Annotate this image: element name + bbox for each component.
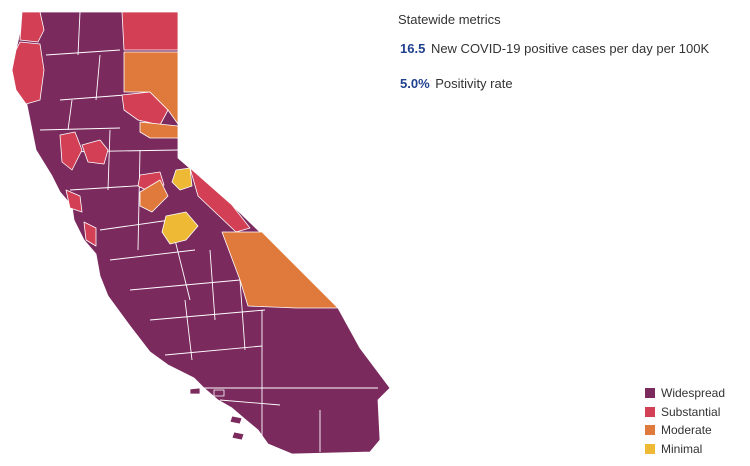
metrics-title: Statewide metrics	[398, 12, 501, 27]
island-1	[189, 387, 201, 395]
county-sierra	[139, 121, 179, 139]
legend-item-minimal: Minimal	[645, 440, 725, 459]
legend-swatch-moderate	[645, 425, 655, 436]
county-lake	[59, 131, 83, 171]
legend-label: Widespread	[661, 386, 726, 401]
county-amador-calaveras	[139, 179, 169, 213]
channel-islands	[189, 387, 245, 441]
county-inyo	[221, 231, 339, 309]
county-alpine	[171, 167, 193, 191]
tier-legend: Widespread Substantial Moderate Minimal	[645, 384, 725, 458]
county-lassen	[123, 51, 179, 125]
legend-label: Substantial	[661, 404, 721, 419]
moderate-counties	[123, 51, 339, 309]
legend-item-widespread: Widespread	[645, 384, 725, 403]
county-colusa	[81, 139, 109, 165]
county-mono-north	[189, 167, 251, 233]
substantial-counties	[11, 11, 251, 247]
legend-swatch-minimal	[645, 443, 655, 454]
legend-swatch-widespread	[645, 388, 655, 399]
county-modoc	[121, 11, 179, 51]
statewide-metrics-panel: Statewide metrics 16.5 New COVID-19 posi…	[398, 12, 709, 111]
county-tuolumne-mariposa	[161, 211, 199, 245]
minimal-counties	[161, 167, 199, 245]
positivity-value: 5.0%	[400, 76, 430, 91]
cases-value: 16.5	[400, 41, 426, 56]
california-state-shape	[11, 11, 391, 455]
legend-label: Minimal	[661, 441, 703, 456]
legend-item-substantial: Substantial	[645, 403, 725, 422]
cases-metric: 16.5 New COVID-19 positive cases per day…	[400, 41, 709, 56]
positivity-metric: 5.0% Positivity rate	[400, 76, 709, 91]
island-4	[231, 431, 245, 441]
county-boundaries	[39, 11, 378, 452]
county-san-mateo	[83, 221, 97, 247]
island-3	[229, 415, 243, 425]
county-del-norte	[19, 11, 45, 43]
island-2	[213, 389, 225, 397]
county-humboldt	[11, 41, 45, 105]
legend-label: Moderate	[661, 423, 712, 438]
county-sonoma-coast	[65, 189, 83, 213]
legend-swatch-substantial	[645, 406, 655, 417]
cases-label: New COVID-19 positive cases per day per …	[430, 41, 710, 56]
legend-item-moderate: Moderate	[645, 421, 725, 440]
positivity-label: Positivity rate	[435, 76, 513, 91]
